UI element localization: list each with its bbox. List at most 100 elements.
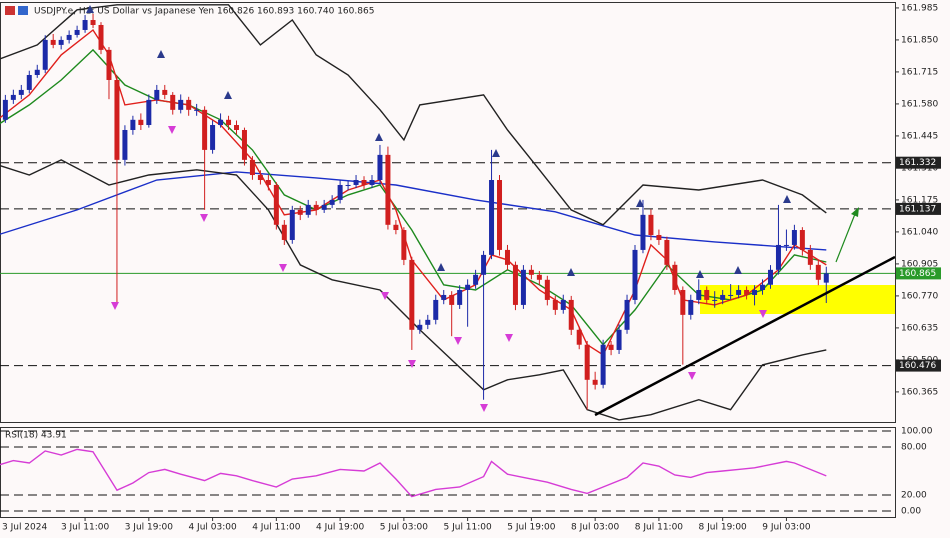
candle-body [791,230,797,245]
candle-body [90,20,96,25]
candle-body [138,119,144,126]
candle-body [823,273,829,283]
candle-body [760,284,766,290]
rsi-label: RSI(18) 43.91 [5,431,67,441]
candle-body [106,49,112,80]
candle-body [130,119,136,130]
candle-body [401,230,407,260]
candle-body [600,344,606,385]
main-panel [0,4,895,421]
candle-body [696,289,702,300]
candle-body [783,244,789,246]
y-tick-label: 161.985 [901,3,938,13]
rsi-tick-label: 80.00 [901,443,927,453]
y-tick-label: 160.770 [901,291,938,301]
candle-body [289,209,295,240]
candle-body [688,299,694,315]
x-tick-label: 8 Jul 03:00 [571,523,620,533]
candle-body [337,184,343,200]
toolbar-icon[interactable] [18,6,28,15]
candle-body [552,299,558,310]
y-tick-label: 160.635 [901,323,938,333]
chart-title: USDJPY.e, H1: US Dollar vs Japanese Yen … [34,7,374,17]
candle-body [345,184,351,186]
candle-body [504,249,510,265]
candle-body [417,324,423,330]
candle-body [170,94,176,110]
candle-body [361,180,367,185]
fractal-down [111,126,767,412]
candle-body [640,214,646,250]
candle-body [26,75,32,90]
candle-body [648,214,654,235]
level-label: 161.332 [899,158,936,168]
level-label: 161.137 [899,204,936,214]
candle-body [353,180,359,185]
candle-body [329,199,335,205]
candle-body [202,109,208,150]
y-tick-label: 160.365 [901,387,938,397]
candle-body [194,109,200,111]
candle-body [815,264,821,280]
level-label-box [896,156,941,169]
candle-body [775,244,781,270]
candle-body [241,129,247,160]
toolbar-icon[interactable] [5,6,15,15]
main-frame [0,2,896,423]
candle-body [34,69,40,76]
arrow-head [851,207,859,217]
x-tick-label: 4 Jul 03:00 [188,523,237,533]
current-price-box [896,267,941,280]
candle-body [369,180,375,185]
candle-body [457,289,463,305]
candle-body [2,99,8,120]
candle-body [632,249,638,300]
x-tick-label: 5 Jul 11:00 [444,523,493,533]
candle-body [664,239,670,265]
candle-body [265,180,271,185]
candle-body [425,319,431,325]
x-tick-label: 5 Jul 03:00 [380,523,429,533]
candle-body [592,379,598,385]
rsi-tick-label: 20.00 [901,491,927,501]
candle-body [680,289,686,315]
candle-body [321,204,327,210]
y-tick-label: 161.580 [901,99,938,109]
candle-body [218,119,224,126]
rsi-tick-label: 100.00 [901,427,933,437]
candle-body [712,299,718,301]
candle-body [10,94,16,100]
candle-body [234,125,239,130]
y-tick-label: 161.175 [901,195,938,205]
y-tick-label: 160.905 [901,259,938,269]
indicator-line [0,4,827,226]
candle-body [465,284,471,290]
current-price-label: 160.865 [899,269,936,279]
candle-body [608,344,614,350]
candle-body [449,294,455,305]
indicator-line [0,48,827,346]
candle-body [154,89,160,100]
candle-body [305,204,311,215]
candle-body [257,175,263,181]
candle-body [481,254,487,275]
x-tick-label: 3 Jul 11:00 [61,523,110,533]
x-tick-label: 4 Jul 19:00 [316,523,365,533]
candle-body [146,99,152,126]
candle-body [50,39,56,45]
candle-body [520,269,526,305]
candle-body [441,294,447,300]
candle-body [385,154,391,225]
level-label-box [896,359,941,372]
candle-body [409,259,415,330]
candle-body [744,289,750,295]
rsi-line [0,448,827,498]
candle-body [624,299,630,330]
level-label-box [896,202,941,215]
candle-body [178,99,184,110]
candle-body [576,329,582,345]
candle-body [656,234,662,240]
candle-body [249,159,255,176]
